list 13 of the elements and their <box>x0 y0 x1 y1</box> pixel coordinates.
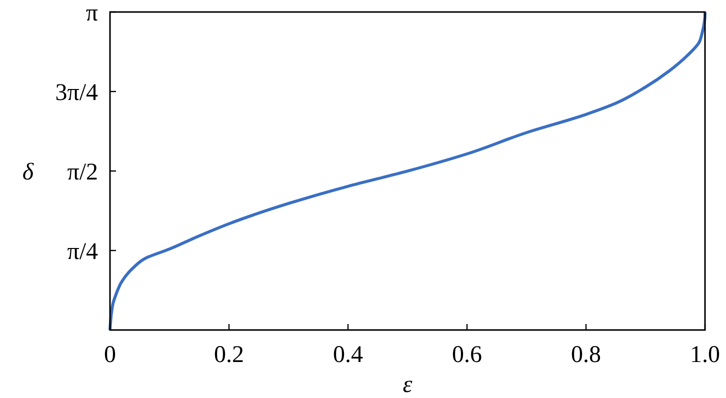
y-tick-label: π <box>86 0 98 26</box>
x-tick-label: 0.8 <box>571 342 601 368</box>
line-series <box>108 10 706 332</box>
x-axis-title: ε <box>402 372 413 398</box>
y-tick-label: π/4 <box>67 238 98 265</box>
x-tick-label: 0.4 <box>333 342 363 368</box>
y-tick-label: π/2 <box>67 159 98 186</box>
x-tick-label: 0 <box>104 342 116 368</box>
y-axis-title: δ <box>22 159 34 186</box>
x-tick-label: 1.0 <box>690 342 720 368</box>
x-tick-label: 0.2 <box>214 342 244 368</box>
x-tick-label: 0.6 <box>452 342 482 368</box>
y-tick-label: 3π/4 <box>55 80 98 106</box>
